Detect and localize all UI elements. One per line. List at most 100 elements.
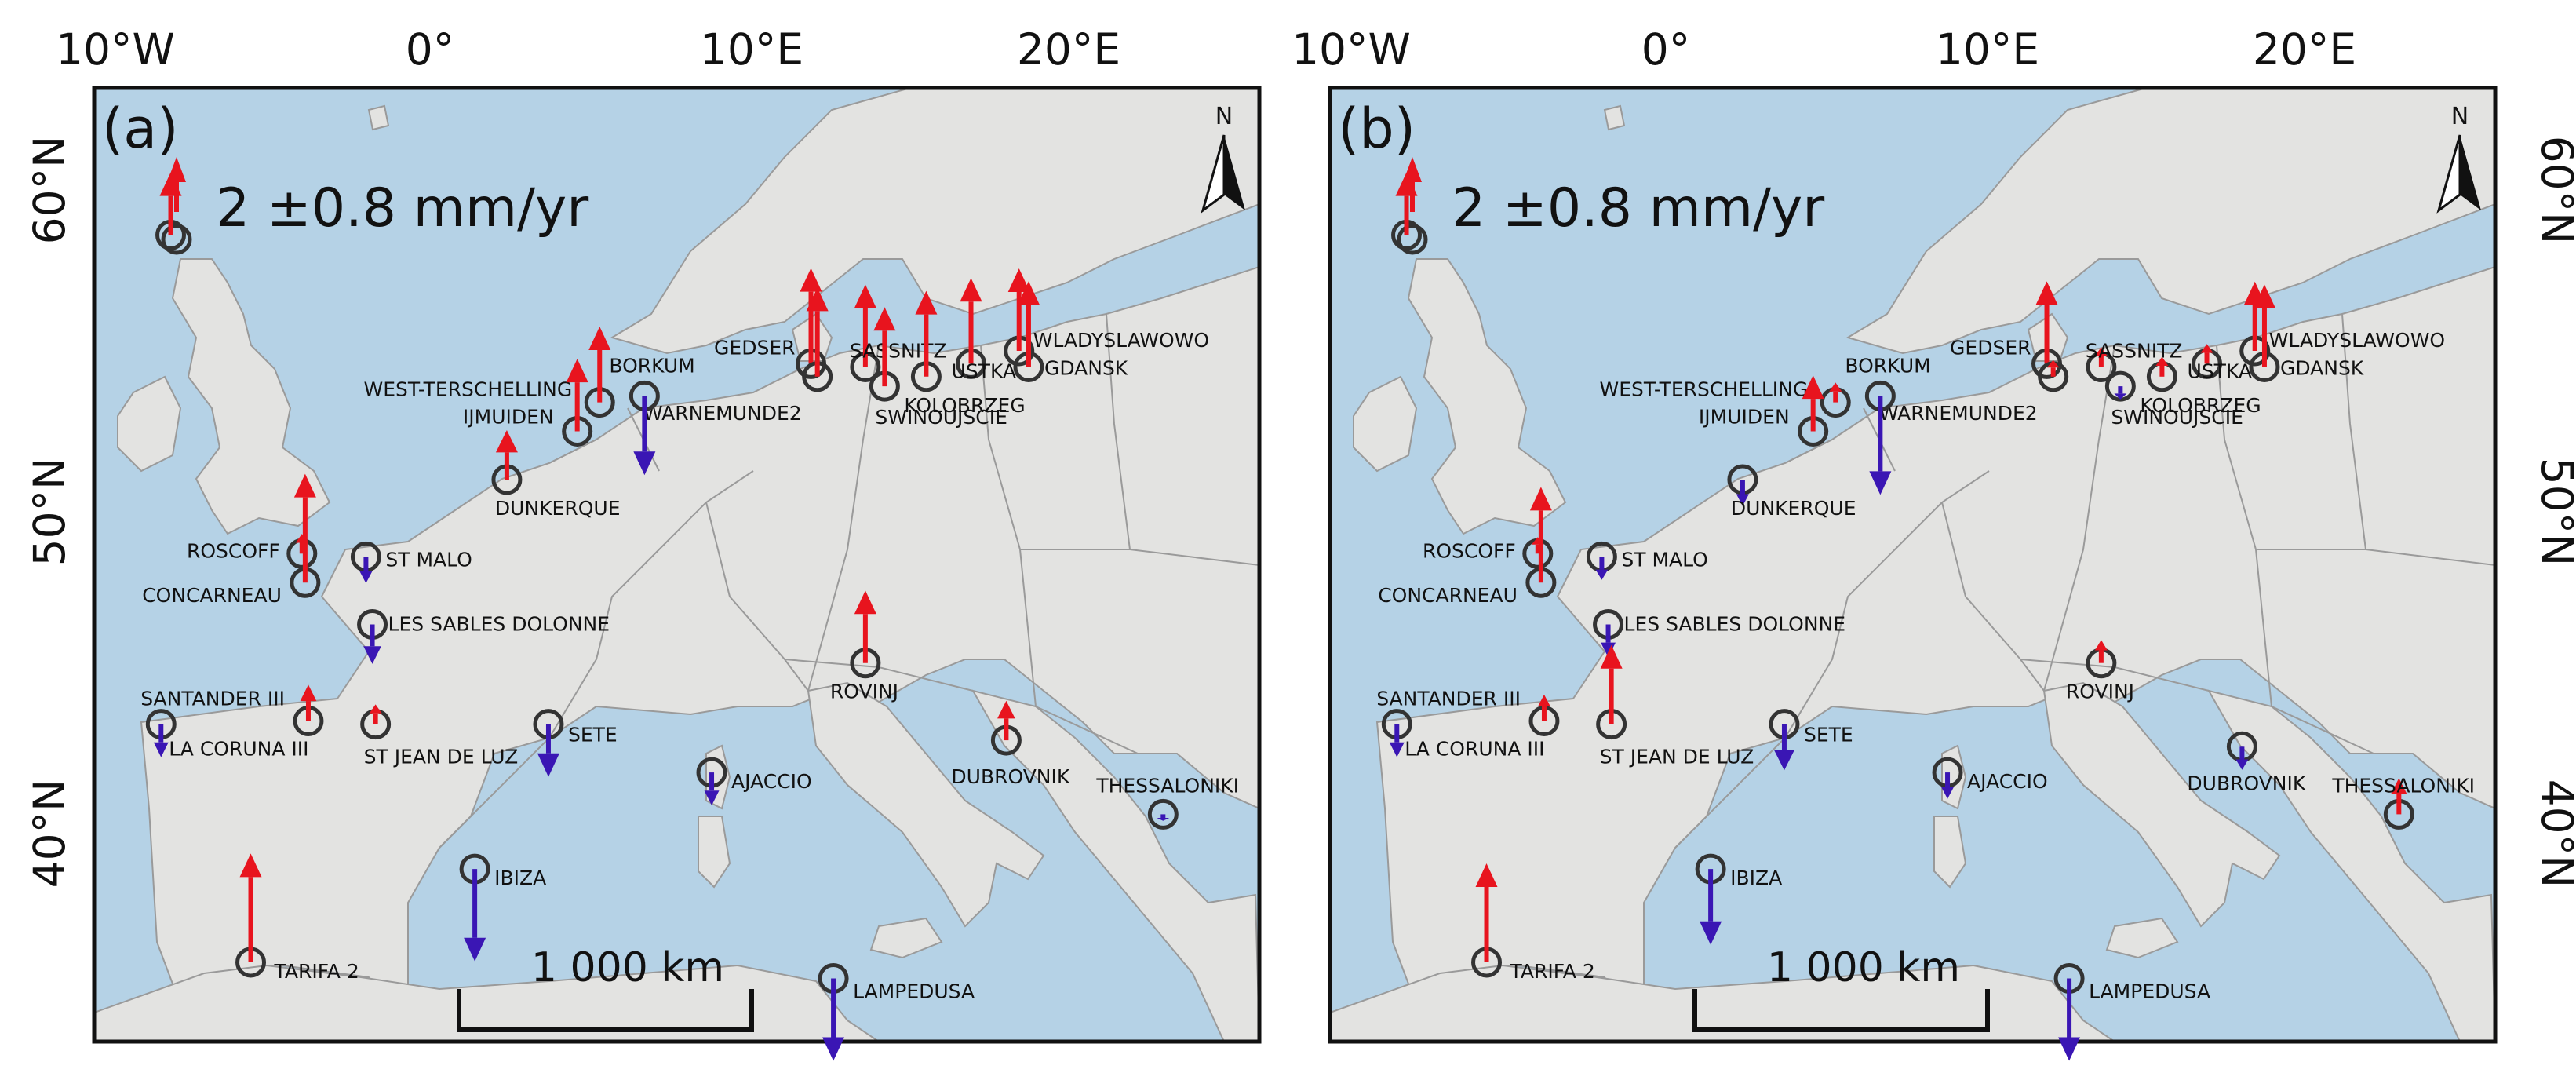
lon-tick-label: 0°	[406, 24, 455, 75]
rate-arrow-head	[1475, 863, 1498, 887]
rate-arrow-head	[2094, 640, 2108, 651]
station: TARIFA 2	[235, 853, 359, 983]
legend-station-marker	[161, 224, 192, 255]
station-label: SASSNITZ	[2086, 340, 2183, 363]
rate-arrow-head	[2390, 778, 2407, 794]
station-label: LA CORUNA III	[169, 738, 308, 761]
stations-layer: GEDSER WARNEMUNDE2 SASSNITZ SWINOUJSCIEKOLO…	[140, 172, 1239, 1061]
station-label: ST JEAN DE LUZ	[1600, 746, 1754, 768]
rate-arrow-head	[359, 571, 373, 583]
station: SWINOUJSCIE	[869, 307, 1007, 429]
station-label: SWINOUJSCIE	[2111, 406, 2243, 429]
rate-arrow-head	[1389, 742, 1405, 757]
lon-tick-label: 20°E	[1017, 24, 1120, 75]
rate-arrow-head	[1736, 494, 1749, 506]
station-label: GEDSER	[714, 336, 795, 359]
rate-arrow-head	[2035, 281, 2058, 305]
scale-bar: 1 000 km	[457, 944, 754, 1032]
rate-arrow-head	[2094, 347, 2108, 356]
station: LES SABLES DOLONNE	[357, 609, 610, 664]
rate-arrow-head	[2253, 284, 2275, 308]
station-label: SETE	[1804, 724, 1853, 746]
station-label: WARNEMUNDE2	[643, 402, 802, 425]
lat-tick-label: 40°N	[24, 779, 75, 889]
station-label: KOLOBRZEG	[904, 394, 1025, 417]
station-label: WEST-TERSCHELLING	[363, 378, 572, 401]
station-label: WARNEMUNDE2	[1879, 402, 2038, 425]
rate-arrow-head	[2114, 393, 2127, 400]
station: WARNEMUNDE2	[643, 287, 833, 425]
station-label: ROSCOFF	[1423, 539, 1516, 562]
rate-arrow-head	[854, 590, 876, 615]
stations-layer: GEDSER WARNEMUNDE2 SASSNITZ SWINOUJSCIEKOLO…	[1376, 172, 2475, 1061]
station: KOLOBRZEG	[2140, 356, 2261, 417]
station-label: ST JEAN DE LUZ	[364, 746, 519, 768]
station-label: THESSALONIKI	[1095, 774, 1239, 797]
panel-frame	[92, 86, 1262, 1044]
lon-tick-label: 10°W	[1292, 24, 1411, 75]
station: SWINOUJSCIE	[2104, 370, 2243, 429]
station: LAMPEDUSA	[818, 963, 975, 1061]
station-label: GEDSER	[1950, 336, 2031, 359]
station-label: WLADYSLAWOWO	[2269, 329, 2445, 352]
rate-arrow-head	[873, 307, 896, 331]
rate-arrow-head	[854, 284, 876, 308]
station: KOLOBRZEG	[904, 290, 1026, 417]
station: DUBROVNIK	[951, 700, 1070, 788]
rate-arrow-head	[293, 473, 316, 498]
land-masses	[1330, 88, 2495, 1042]
legend-station-marker	[1397, 224, 1428, 255]
station-label: LAMPEDUSA	[853, 980, 975, 1003]
station: LAMPEDUSA	[2053, 963, 2210, 1061]
rate-arrow-head	[800, 268, 822, 292]
scale-bar: 1 000 km	[1692, 944, 1990, 1032]
station: ST MALO	[350, 541, 472, 583]
rate-arrow-head	[566, 359, 588, 383]
station-label: ROVINJ	[2066, 681, 2134, 703]
station: SASSNITZ	[2086, 340, 2183, 382]
station-label: DUBROVNIK	[2187, 772, 2305, 794]
station: BORKUM	[609, 354, 695, 476]
rate-arrow-head	[1395, 172, 1418, 196]
panel-frame	[1328, 86, 2498, 1044]
rate-arrow-head	[464, 937, 486, 962]
station: AJACCIO	[696, 757, 812, 806]
panel-letter: (b)	[1338, 97, 1416, 161]
rate-arrow-head	[1773, 749, 1795, 771]
station: THESSALONIKI	[2331, 774, 2475, 830]
scale-bar-line	[1692, 989, 1990, 1032]
station: IJMUIDEN	[1699, 375, 1829, 447]
station: SASSNITZ	[850, 284, 947, 382]
station-label: BORKUM	[609, 354, 694, 377]
station: SETE	[1769, 709, 1853, 771]
station: CONCARNEAU	[1378, 487, 1557, 607]
rate-arrow-head	[1529, 487, 1552, 511]
lon-tick-label: 10°E	[700, 24, 803, 75]
station	[155, 172, 187, 250]
station-label: ROVINJ	[830, 681, 898, 703]
station-label: AJACCIO	[731, 770, 812, 793]
station-label: GDANSK	[2280, 357, 2364, 380]
map-background	[1330, 88, 2495, 1042]
station-label: TARIFA 2	[274, 960, 359, 983]
legend-text: 2 ±0.8 mm/yr	[1452, 177, 1824, 239]
station-label: ST MALO	[385, 548, 472, 571]
station: SANTANDER III	[1376, 688, 1560, 736]
rate-arrow-head	[2235, 759, 2249, 770]
station: WLADYSLAWOWO	[1004, 268, 1209, 367]
station-label: DUNKERQUE	[495, 497, 621, 520]
station-marker	[2104, 370, 2136, 402]
north-label: N	[1215, 103, 1233, 130]
rate-arrow-head	[588, 327, 611, 350]
rate-arrow-head	[159, 172, 182, 196]
rate-arrow-head	[2046, 359, 2060, 368]
station-label: USTKA	[952, 359, 1017, 382]
station: IJMUIDEN	[463, 359, 593, 447]
station-label: CONCARNEAU	[142, 584, 282, 607]
panel-a: (a) 10°W 0° 10°E 20°E 60°N 50°N 40°N 2 ±…	[24, 24, 1262, 1061]
station: USTKA	[2188, 344, 2252, 382]
rate-arrow-head	[915, 290, 938, 315]
station-label: ST MALO	[1621, 548, 1707, 571]
scale-bar-label: 1 000 km	[531, 944, 724, 991]
